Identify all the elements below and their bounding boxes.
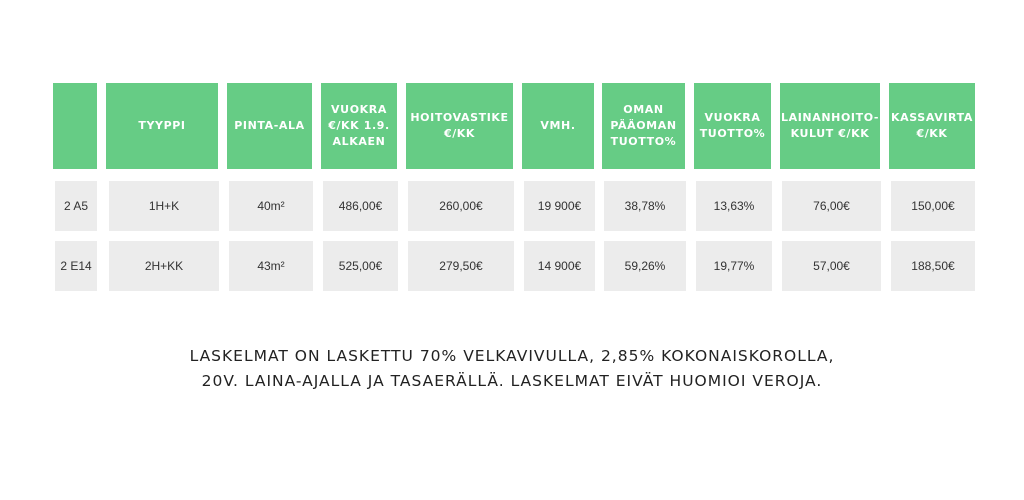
table-cell-rental-yield: 19,77% bbox=[696, 241, 772, 291]
table-cell-rental-yield: 13,63% bbox=[696, 181, 772, 231]
calculation-note: LASKELMAT ON LASKETTU 70% VELKAVIVULLA, … bbox=[0, 344, 1024, 394]
table-cell-apartment: 2 A5 bbox=[55, 181, 97, 231]
header-cell-maintenance: HOITOVASTIKE €/KK bbox=[406, 83, 513, 169]
table-cell-cash-flow: 188,50€ bbox=[891, 241, 975, 291]
table-cell-loan-costs: 57,00€ bbox=[782, 241, 881, 291]
table-cell-debt-free-price: 19 900€ bbox=[524, 181, 595, 231]
table-cell-maintenance: 279,50€ bbox=[408, 241, 514, 291]
note-line-1: LASKELMAT ON LASKETTU 70% VELKAVIVULLA, … bbox=[189, 347, 835, 365]
header-cell-rent: VUOKRA €/KK 1.9. ALKAEN bbox=[321, 83, 397, 169]
table-cell-rent: 525,00€ bbox=[323, 241, 398, 291]
table-cell-equity-return: 38,78% bbox=[604, 181, 686, 231]
table-cell-area: 43m² bbox=[229, 241, 313, 291]
table-cell-type: 2H+KK bbox=[109, 241, 219, 291]
header-cell-blank bbox=[53, 83, 97, 169]
table-cell-type: 1H+K bbox=[109, 181, 219, 231]
table-cell-rent: 486,00€ bbox=[323, 181, 398, 231]
header-cell-equity-return: OMAN PÄÄOMAN TUOTTO% bbox=[602, 83, 685, 169]
table-cell-area: 40m² bbox=[229, 181, 313, 231]
header-cell-cash-flow: KASSAVIRTA €/KK bbox=[889, 83, 975, 169]
header-cell-debt-free-price: VMH. bbox=[522, 83, 594, 169]
table-cell-maintenance: 260,00€ bbox=[408, 181, 514, 231]
header-cell-loan-costs: LAINANHOITO- KULUT €/KK bbox=[780, 83, 880, 169]
header-cell-rental-yield: VUOKRA TUOTTO% bbox=[694, 83, 771, 169]
header-cell-type: TYYPPI bbox=[106, 83, 218, 169]
table-cell-apartment: 2 E14 bbox=[55, 241, 97, 291]
table-cell-cash-flow: 150,00€ bbox=[891, 181, 975, 231]
note-line-2: 20V. LAINA-AJALLA JA TASAERÄLLÄ. LASKELM… bbox=[201, 372, 823, 390]
header-cell-area: PINTA-ALA bbox=[227, 83, 312, 169]
table-cell-equity-return: 59,26% bbox=[604, 241, 686, 291]
table-cell-loan-costs: 76,00€ bbox=[782, 181, 881, 231]
table-cell-debt-free-price: 14 900€ bbox=[524, 241, 595, 291]
